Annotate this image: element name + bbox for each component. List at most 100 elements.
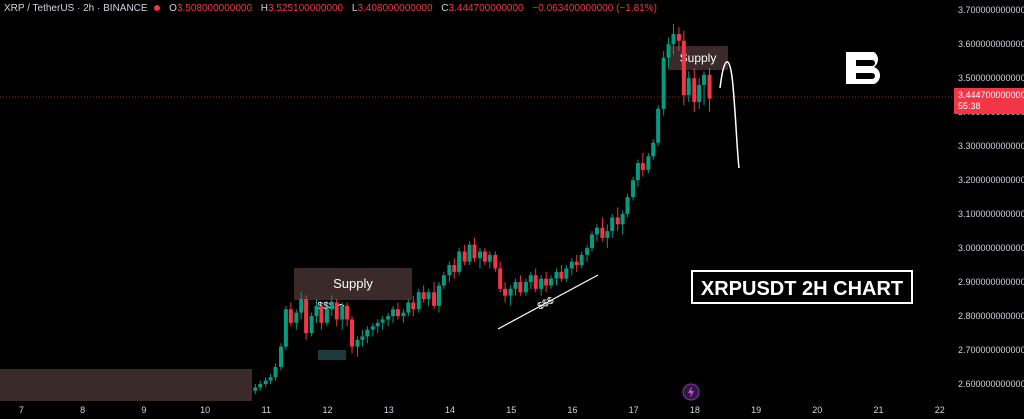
candle-body <box>340 305 345 320</box>
candle-body <box>518 282 523 293</box>
candle-body <box>631 180 636 198</box>
candle-body <box>391 309 396 317</box>
x-tick-label: 20 <box>812 405 822 415</box>
candle-body <box>309 316 314 334</box>
y-tick-label: 3.100000000000 <box>958 209 1024 219</box>
candle-body <box>432 292 437 306</box>
candle-body <box>355 339 360 347</box>
lightning-icon[interactable] <box>682 383 700 401</box>
candle-body <box>615 217 620 225</box>
liquidity-tilde <box>337 304 345 307</box>
candle-body <box>386 316 391 320</box>
candle-body <box>539 278 544 289</box>
candle-body <box>268 377 273 381</box>
candle-body <box>548 278 553 286</box>
candle-body <box>416 292 421 310</box>
x-tick-label: 21 <box>874 405 884 415</box>
candle-body <box>395 309 400 317</box>
candle-body <box>600 227 605 238</box>
candle-body <box>666 44 671 58</box>
candle-body <box>610 217 615 232</box>
y-tick-label: 2.700000000000 <box>958 345 1024 355</box>
time-axis[interactable]: 7 8 9 10 11 12 13 14 15 16 17 18 19 20 21 22 <box>19 405 945 415</box>
candle-body <box>590 234 595 249</box>
candle-body <box>436 285 441 306</box>
candle-body <box>283 309 288 347</box>
candle-body <box>697 84 702 102</box>
fvg-box <box>318 350 346 360</box>
candle-body <box>559 271 564 279</box>
y-tick-label: 3.200000000000 <box>958 175 1024 185</box>
candle-body <box>640 163 645 170</box>
x-tick-label: 19 <box>751 405 761 415</box>
candle-body <box>457 251 462 272</box>
x-tick-label: 22 <box>935 405 945 415</box>
candle-body <box>646 156 651 170</box>
x-tick-label: 8 <box>80 405 85 415</box>
candle-body <box>329 302 334 310</box>
x-tick-label: 18 <box>690 405 700 415</box>
candle-body <box>564 268 569 279</box>
candle-body <box>345 305 350 320</box>
x-tick-label: 11 <box>262 405 271 415</box>
candle-body <box>579 254 584 266</box>
candle-body <box>544 278 549 286</box>
candle-body <box>426 292 431 300</box>
symbol-header: XRP / TetherUS · 2h · BINANCE O3.5080000… <box>4 3 657 14</box>
candle-body <box>406 302 411 313</box>
candle-body <box>314 305 319 317</box>
candle-body <box>681 40 686 96</box>
candle-body <box>288 309 293 323</box>
x-tick-label: 7 <box>19 405 24 415</box>
symbol-name: XRP / TetherUS · 2h · BINANCE <box>4 3 148 14</box>
candle-body <box>508 288 513 296</box>
candle-body <box>487 254 492 262</box>
candle-body <box>692 78 697 102</box>
x-tick-label: 15 <box>506 405 516 415</box>
candle-body <box>350 319 355 347</box>
x-tick-label: 12 <box>323 405 333 415</box>
candle-body <box>554 271 559 279</box>
candle-body <box>299 299 304 313</box>
candle-body <box>702 74 707 85</box>
price-axis[interactable]: 2.600000000000 2.700000000000 2.8000000000… <box>958 5 1024 389</box>
y-tick-label: 3.600000000000 <box>958 39 1024 49</box>
candle-body <box>625 197 630 215</box>
candle-body <box>523 282 528 293</box>
low-label: L <box>351 3 358 14</box>
candle-body <box>482 251 487 262</box>
x-tick-label: 14 <box>445 405 455 415</box>
candle-body <box>462 251 467 262</box>
candle-body <box>651 142 656 157</box>
supply-zone-mid <box>294 268 412 300</box>
high-label: H <box>260 3 269 14</box>
candle-body <box>533 275 538 289</box>
chart-title: XRPUSDT 2H CHART <box>701 278 903 300</box>
y-tick-label: 3.700000000000 <box>958 5 1024 15</box>
candle-body <box>656 108 661 143</box>
candle-body <box>498 268 503 289</box>
candle-body <box>707 74 712 99</box>
candle-body <box>477 251 482 259</box>
candle-body <box>380 319 385 323</box>
candle-body <box>304 299 309 334</box>
close-value: 3.444700000000 <box>448 3 524 14</box>
supply-mid-label: Supply <box>333 276 373 291</box>
candle-body <box>370 326 375 330</box>
y-tick-label: 2.900000000000 <box>958 277 1024 287</box>
candle-body <box>334 302 339 320</box>
candle-body <box>585 248 590 255</box>
candle-body <box>671 33 676 45</box>
open-label: O <box>169 3 177 14</box>
candle-body <box>452 265 457 272</box>
candle-body <box>569 261 574 269</box>
last-price-countdown: 55:38 <box>958 101 981 111</box>
last-price-tag-value: 3.444700000000 <box>958 90 1024 100</box>
candle-body <box>493 254 498 269</box>
candle-body <box>263 380 268 385</box>
candle-body <box>528 275 533 283</box>
candle-body <box>467 244 472 262</box>
y-tick-label: 3.300000000000 <box>958 141 1024 151</box>
y-tick-label: 2.800000000000 <box>958 311 1024 321</box>
